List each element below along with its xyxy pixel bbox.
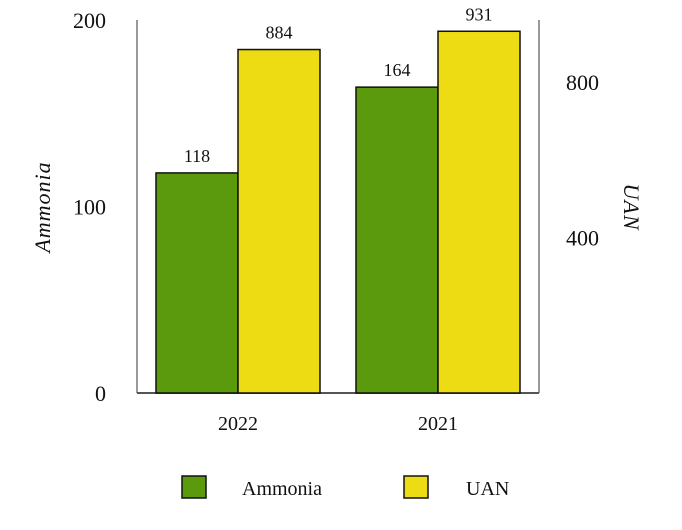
legend-swatch-ammonia — [181, 475, 207, 499]
right-tick-label: 400 — [566, 226, 599, 251]
left-tick-labels: 0 100 200 — [73, 8, 106, 406]
y-axis-title: Ammonia — [30, 161, 55, 254]
category-label: 2022 — [218, 413, 258, 435]
legend-label-ammonia: Ammonia — [242, 478, 322, 500]
left-tick-label: 100 — [73, 195, 106, 220]
right-tick-label: 800 — [566, 70, 599, 95]
data-label-uan-2021: 931 — [466, 4, 493, 24]
legend-swatch-uan — [403, 475, 429, 499]
bar-uan-2021 — [437, 30, 521, 394]
bar-ammonia-2021 — [355, 86, 439, 394]
bar-ammonia-2022 — [155, 172, 239, 394]
y2-axis-title: UAN — [619, 184, 644, 231]
left-tick-label: 0 — [95, 381, 106, 406]
right-tick-labels: 400 800 — [566, 70, 599, 250]
category-label: 2021 — [418, 413, 458, 435]
left-tick-label: 200 — [73, 8, 106, 33]
data-label-uan-2022: 884 — [266, 23, 293, 43]
category-labels: 2022 2021 — [218, 413, 458, 435]
data-label-ammonia-2022: 118 — [184, 146, 210, 166]
bars: 118 884 164 931 — [155, 4, 521, 394]
bar-uan-2022 — [237, 48, 321, 394]
legend-label-uan: UAN — [466, 478, 509, 500]
data-label-ammonia-2021: 164 — [384, 60, 411, 80]
legend: Ammonia UAN — [181, 475, 509, 500]
